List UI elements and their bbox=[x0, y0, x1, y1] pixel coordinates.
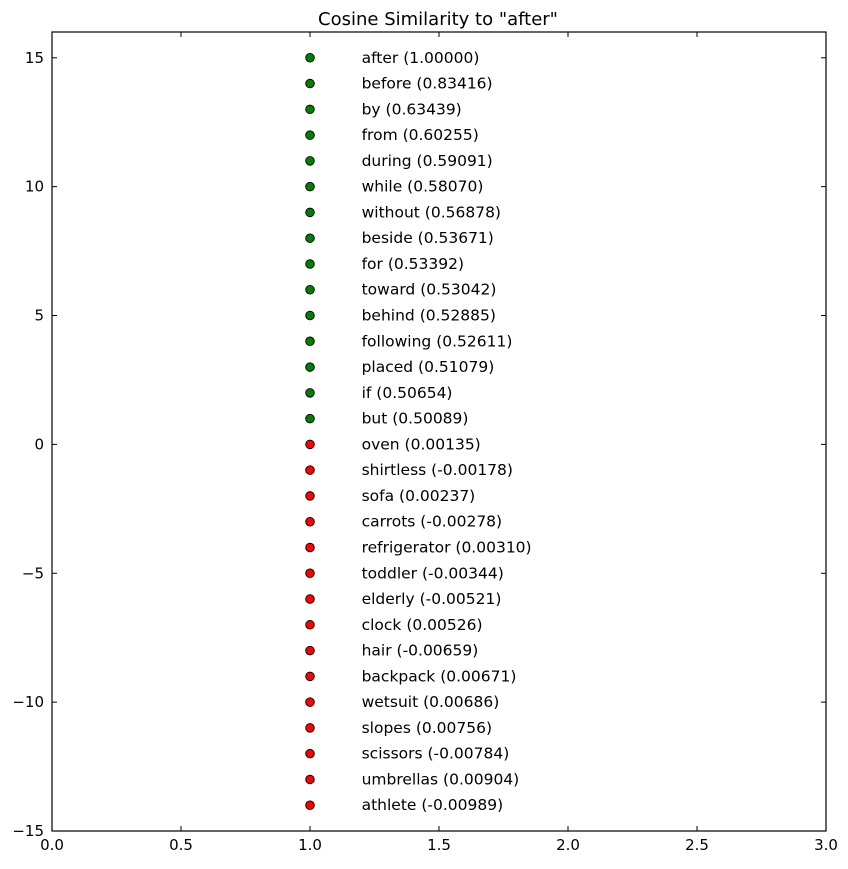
data-label: hair (-0.00659) bbox=[362, 642, 479, 660]
data-label: but (0.50089) bbox=[362, 410, 469, 428]
chart-title: Cosine Similarity to "after" bbox=[318, 9, 558, 30]
x-tick-label: 0.5 bbox=[169, 836, 193, 854]
x-tick-label: 1.0 bbox=[298, 836, 322, 854]
data-point-similar bbox=[305, 78, 315, 89]
data-point-similar bbox=[305, 130, 315, 140]
data-point-similar bbox=[305, 413, 315, 424]
data-point-dissimilar bbox=[305, 697, 315, 707]
y-tick-label: 5 bbox=[34, 307, 44, 325]
data-point-similar bbox=[305, 310, 315, 321]
axis-ticks: 0.0 0.5 1.0 1.5 2.0 2.5 3.0 15 10 5 0 −5 −10 −15 bbox=[12, 32, 838, 854]
data-label: umbrellas (0.00904) bbox=[362, 770, 520, 788]
data-point-dissimilar bbox=[305, 491, 315, 501]
data-point-dissimilar bbox=[305, 748, 315, 759]
data-label: placed (0.51079) bbox=[362, 358, 495, 376]
data-label: scissors (-0.00784) bbox=[362, 745, 510, 763]
data-label: toddler (-0.00344) bbox=[362, 564, 504, 582]
data-label: beside (0.53671) bbox=[362, 229, 494, 247]
data-label: shirtless (-0.00178) bbox=[362, 461, 513, 479]
data-point-similar bbox=[305, 336, 315, 347]
data-label: by (0.63439) bbox=[362, 100, 462, 118]
data-point-similar bbox=[305, 207, 315, 218]
data-point-similar bbox=[305, 181, 315, 192]
y-tick-label: 0 bbox=[34, 435, 44, 453]
data-point-similar bbox=[305, 259, 315, 269]
data-label: backpack (0.00671) bbox=[362, 667, 517, 685]
data-label: during (0.59091) bbox=[362, 152, 493, 170]
data-point-dissimilar bbox=[305, 516, 315, 527]
data-point-similar bbox=[305, 104, 315, 115]
data-point-similar bbox=[305, 156, 315, 166]
data-point-similar bbox=[305, 284, 315, 295]
x-tick-label: 0.0 bbox=[40, 836, 64, 854]
data-label: from (0.60255) bbox=[362, 126, 479, 144]
data-label: refrigerator (0.00310) bbox=[362, 538, 532, 556]
data-label: after (1.00000) bbox=[362, 49, 480, 67]
y-tick-label: −5 bbox=[22, 564, 44, 582]
data-label: elderly (-0.00521) bbox=[362, 590, 502, 608]
data-point-similar bbox=[305, 53, 315, 63]
data-point-dissimilar bbox=[305, 439, 315, 450]
data-label: before (0.83416) bbox=[362, 75, 493, 93]
data-point-dissimilar bbox=[305, 645, 315, 656]
data-label: carrots (-0.00278) bbox=[362, 513, 503, 531]
x-tick-label: 3.0 bbox=[814, 836, 838, 854]
data-labels: after (1.00000) before (0.83416) by (0.634… bbox=[362, 49, 532, 814]
y-tick-label: 10 bbox=[25, 178, 44, 196]
data-label: oven (0.00135) bbox=[362, 435, 481, 453]
data-point-dissimilar bbox=[305, 800, 315, 810]
y-tick-label: 15 bbox=[25, 49, 44, 67]
data-label: for (0.53392) bbox=[362, 255, 464, 273]
data-point-dissimilar bbox=[305, 568, 315, 579]
data-points bbox=[305, 53, 315, 810]
data-point-similar bbox=[305, 362, 315, 372]
x-tick-label: 2.0 bbox=[556, 836, 580, 854]
data-point-dissimilar bbox=[305, 671, 315, 682]
data-label: wetsuit (0.00686) bbox=[362, 693, 500, 711]
data-label: while (0.58070) bbox=[362, 178, 484, 196]
data-point-dissimilar bbox=[305, 465, 315, 475]
x-tick-label: 2.5 bbox=[685, 836, 709, 854]
data-label: toward (0.53042) bbox=[362, 281, 497, 299]
y-tick-label: −15 bbox=[12, 822, 44, 840]
y-tick-label: −10 bbox=[12, 693, 44, 711]
data-point-similar bbox=[305, 388, 315, 398]
data-point-similar bbox=[305, 233, 315, 243]
data-point-dissimilar bbox=[305, 774, 315, 785]
data-label: clock (0.00526) bbox=[362, 616, 483, 634]
data-point-dissimilar bbox=[305, 594, 315, 604]
data-point-dissimilar bbox=[305, 542, 315, 553]
data-point-dissimilar bbox=[305, 620, 315, 630]
x-tick-label: 1.5 bbox=[427, 836, 451, 854]
data-label: following (0.52611) bbox=[362, 332, 513, 350]
data-label: if (0.50654) bbox=[362, 384, 453, 402]
data-label: sofa (0.00237) bbox=[362, 487, 476, 505]
data-label: without (0.56878) bbox=[362, 203, 501, 221]
data-label: slopes (0.00756) bbox=[362, 719, 492, 737]
data-label: athlete (-0.00989) bbox=[362, 796, 504, 814]
data-point-dissimilar bbox=[305, 723, 315, 733]
plot-area-frame bbox=[51, 31, 827, 832]
data-label: behind (0.52885) bbox=[362, 307, 496, 325]
